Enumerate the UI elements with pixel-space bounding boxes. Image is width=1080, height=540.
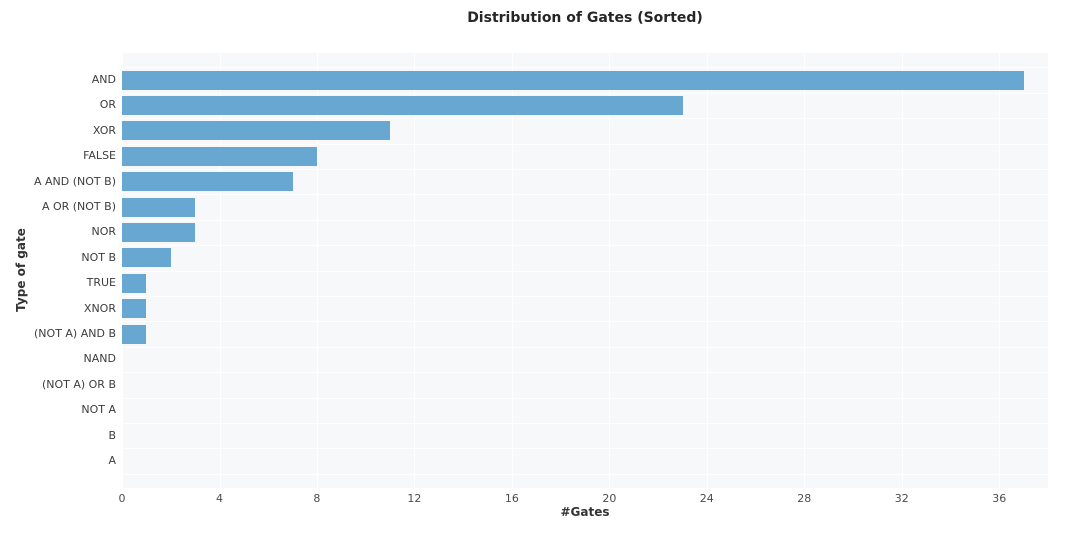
bar — [122, 248, 171, 268]
horizontal-gridline — [122, 448, 1048, 450]
horizontal-gridline — [122, 270, 1048, 272]
y-tick-label: TRUE — [86, 276, 116, 290]
y-tick-label: (NOT A) OR B — [41, 377, 116, 391]
horizontal-gridline — [122, 118, 1048, 120]
bar — [122, 324, 147, 344]
horizontal-gridline — [122, 473, 1048, 475]
y-tick-label: OR — [99, 98, 116, 112]
y-tick-label: FALSE — [83, 149, 116, 163]
bar — [122, 172, 293, 192]
bar — [122, 70, 1024, 90]
y-tick-label: B — [108, 428, 116, 442]
bar — [122, 121, 391, 141]
x-tick-label: 20 — [602, 492, 617, 505]
x-tick-label: 4 — [216, 492, 223, 505]
bar — [122, 273, 147, 293]
plot-area — [122, 53, 1048, 488]
horizontal-gridline — [122, 194, 1048, 196]
bar — [122, 197, 196, 217]
bar — [122, 222, 196, 242]
y-tick-label: NAND — [83, 352, 116, 366]
bar — [122, 299, 147, 319]
y-tick-label: A OR (NOT B) — [41, 200, 116, 213]
horizontal-gridline — [122, 321, 1048, 323]
horizontal-gridline — [122, 143, 1048, 145]
x-tick-label: 36 — [992, 492, 1007, 505]
horizontal-gridline — [122, 219, 1048, 221]
y-tick-label: NOR — [91, 225, 116, 239]
horizontal-gridline — [122, 397, 1048, 399]
x-tick-label: 32 — [894, 492, 909, 505]
chart-title: Distribution of Gates (Sorted) — [467, 10, 703, 26]
x-tick-label: 12 — [407, 492, 422, 505]
y-tick-label: (NOT A) AND B — [34, 327, 116, 340]
y-tick-label: A — [108, 454, 116, 467]
x-axis-title: #Gates — [560, 505, 610, 519]
y-tick-label: XOR — [92, 123, 116, 137]
horizontal-gridline — [122, 168, 1048, 170]
bar — [122, 95, 683, 115]
y-tick-label: XNOR — [83, 301, 116, 315]
x-tick-label: 28 — [797, 492, 812, 505]
horizontal-gridline — [122, 295, 1048, 297]
horizontal-gridline — [122, 92, 1048, 94]
horizontal-gridline — [122, 67, 1048, 69]
bar — [122, 146, 317, 166]
horizontal-gridline — [122, 245, 1048, 247]
y-tick-label: AND — [91, 73, 116, 86]
y-tick-label: A AND (NOT B) — [34, 174, 116, 188]
y-tick-label: NOT B — [81, 250, 116, 264]
y-axis-title: Type of gate — [14, 228, 28, 312]
x-tick-label: 24 — [699, 492, 714, 505]
horizontal-gridline — [122, 372, 1048, 374]
y-tick-label: NOT A — [81, 403, 116, 417]
x-tick-label: 0 — [118, 492, 126, 505]
horizontal-gridline — [122, 346, 1048, 348]
horizontal-gridline — [122, 422, 1048, 424]
x-tick-label: 16 — [504, 492, 519, 505]
x-tick-label: 8 — [313, 492, 321, 505]
